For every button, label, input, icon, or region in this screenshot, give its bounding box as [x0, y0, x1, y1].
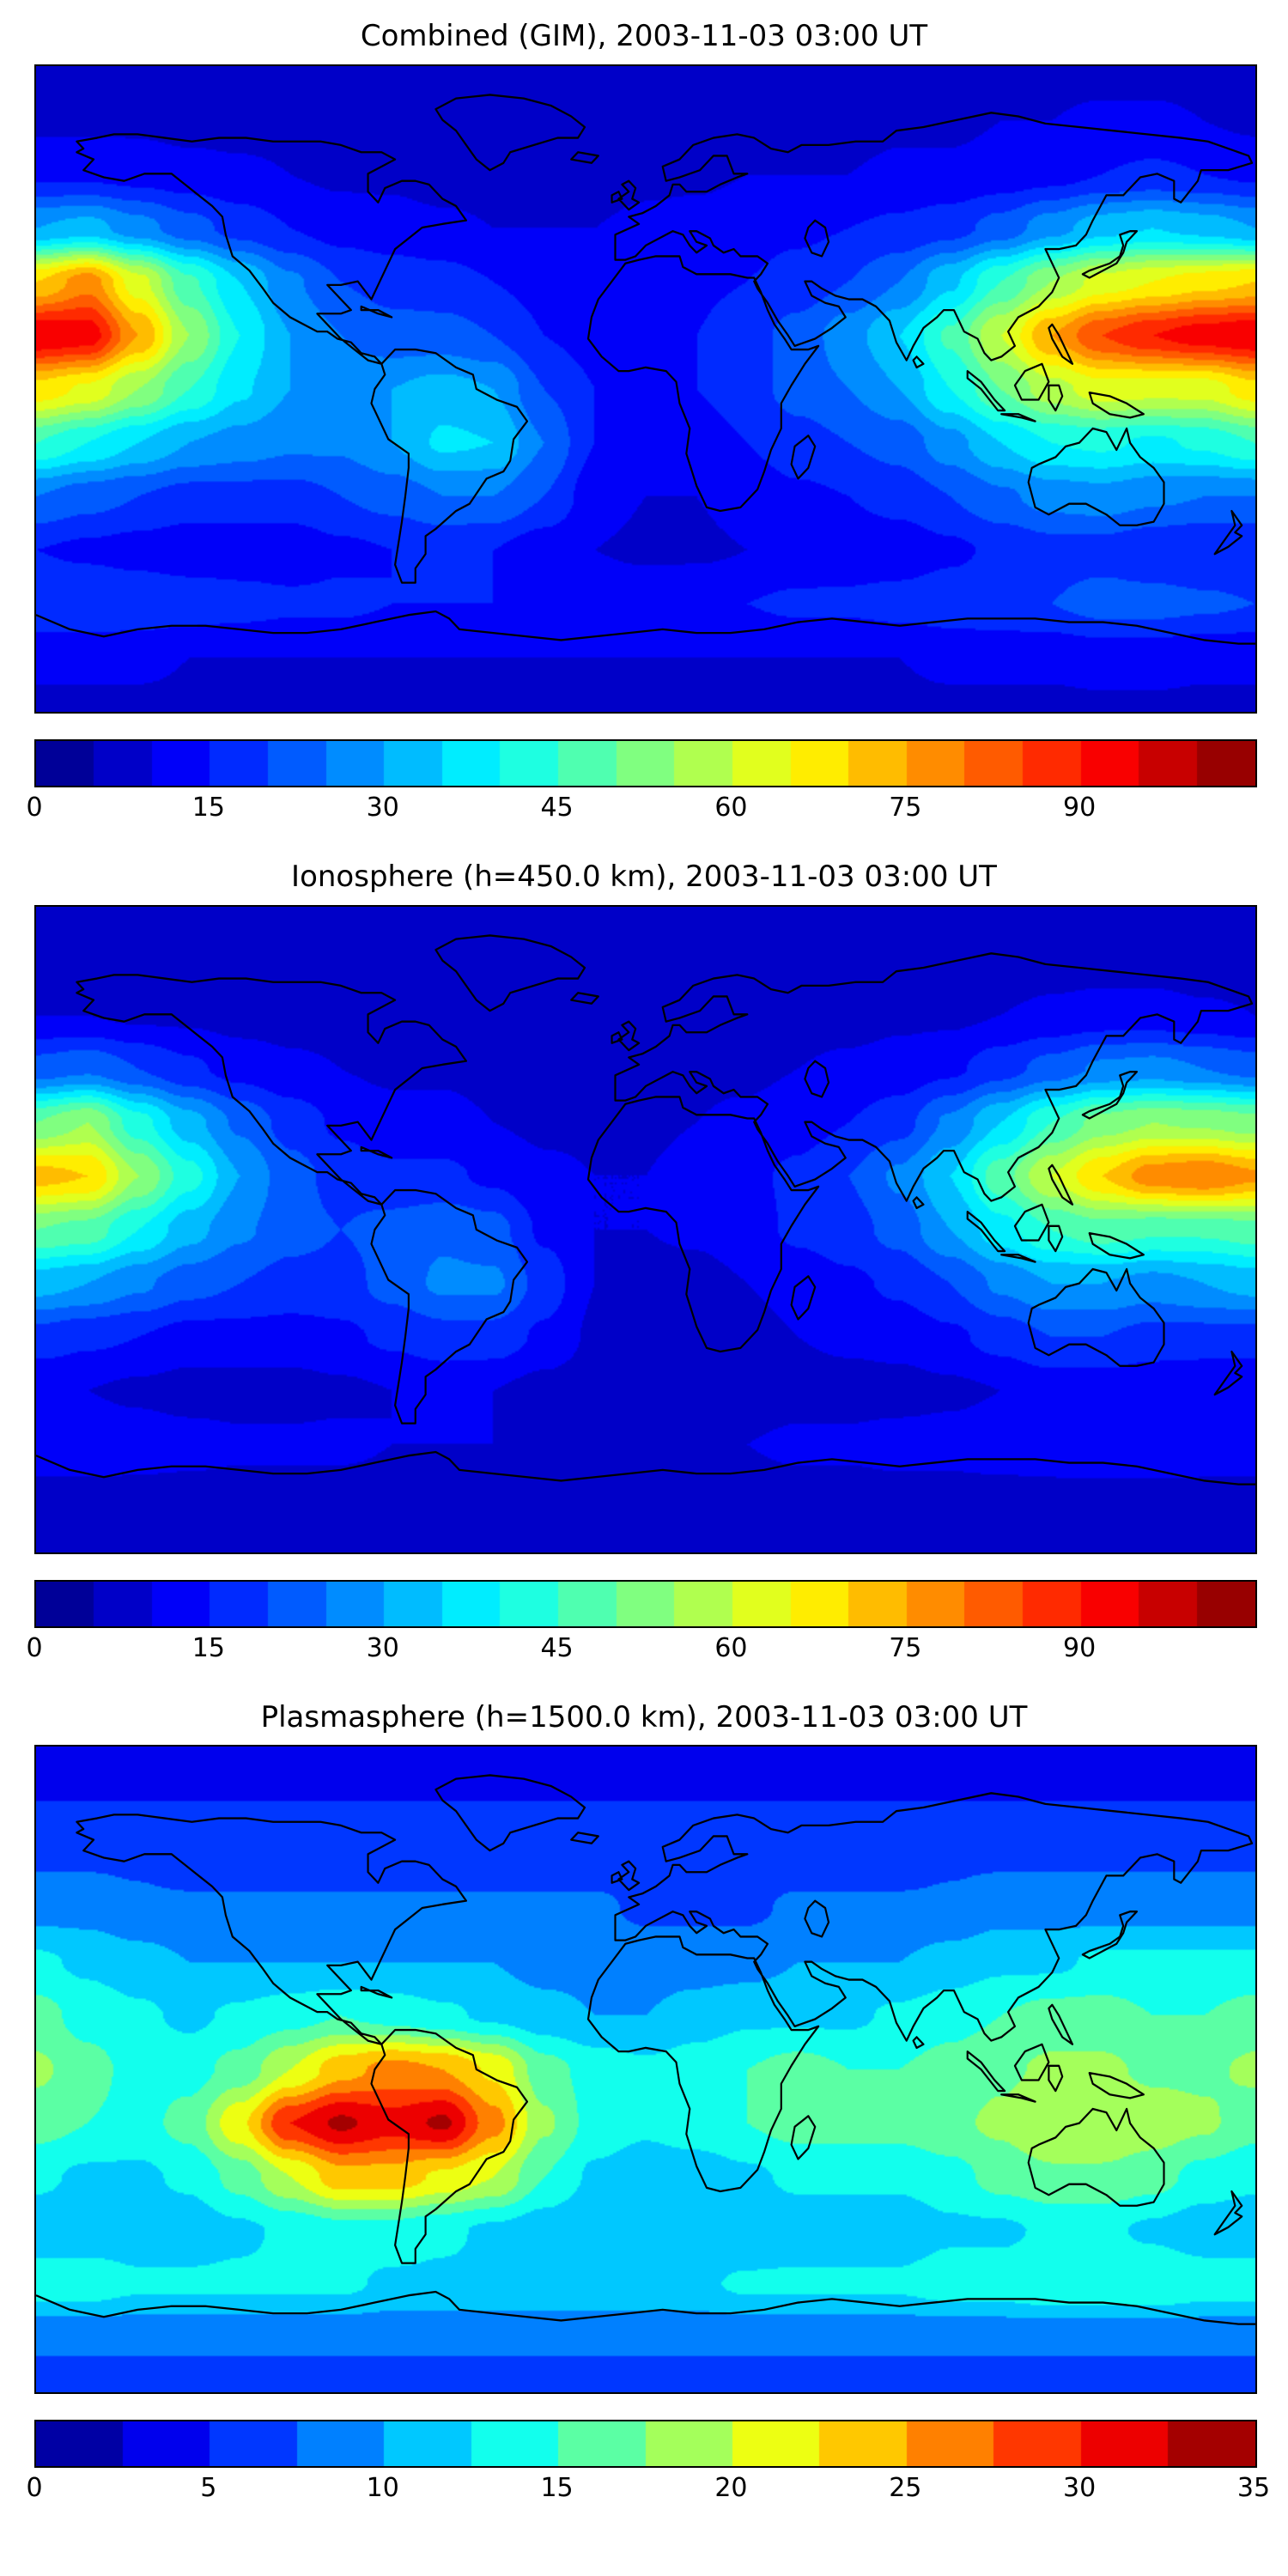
colorbar [36, 1581, 1255, 1626]
tec-maps-figure: Combined (GIM), 2003-11-03 03:00 UT 0 15 3… [0, 19, 1288, 2510]
colorbar-tick-label: 60 [714, 1632, 748, 1663]
colorbar-tick-label: 0 [26, 2473, 43, 2504]
panel-plasmasphere: Plasmasphere (h=1500.0 km), 2003-11-03 0… [0, 1700, 1288, 2510]
world-map-frame [34, 64, 1257, 714]
tec-heatmap-canvas [36, 65, 1255, 712]
colorbar-tick-row: 0 15 30 45 60 75 90 [26, 787, 1254, 829]
panel-ionosphere: Ionosphere (h=450.0 km), 2003-11-03 03:0… [0, 860, 1288, 1669]
colorbar-tick-label: 15 [540, 2473, 574, 2504]
panel-title: Plasmasphere (h=1500.0 km), 2003-11-03 0… [260, 1699, 1028, 1735]
colorbar-tick-label: 45 [540, 792, 574, 823]
world-map-frame [34, 1745, 1257, 2395]
colorbar-tick-row: 0 5 10 15 20 25 30 35 [26, 2468, 1270, 2509]
colorbar-tick-label: 25 [889, 2473, 922, 2504]
colorbar-tick-label: 75 [889, 1632, 922, 1663]
colorbar-tick-label: 90 [1063, 792, 1097, 823]
colorbar-frame [34, 738, 1257, 787]
colorbar-tick-label: 45 [540, 1632, 574, 1663]
panel-title: Combined (GIM), 2003-11-03 03:00 UT [360, 19, 928, 53]
colorbar-tick-label: 5 [200, 2473, 217, 2504]
colorbar-tick-label: 30 [366, 792, 399, 823]
colorbar-frame [34, 1579, 1257, 1628]
colorbar-tick-label: 30 [366, 1632, 399, 1663]
colorbar [36, 740, 1255, 786]
colorbar-tick-label: 60 [714, 792, 748, 823]
colorbar-tick-label: 35 [1236, 2473, 1271, 2504]
panel-combined-gim: Combined (GIM), 2003-11-03 03:00 UT 0 15 3… [0, 19, 1288, 829]
tec-heatmap-canvas [36, 1747, 1255, 2393]
colorbar-tick-label: 90 [1063, 1632, 1097, 1663]
colorbar-tick-label: 0 [26, 1632, 43, 1663]
colorbar-tick-label: 0 [26, 792, 43, 823]
colorbar-tick-label: 30 [1063, 2473, 1097, 2504]
colorbar-tick-label: 15 [191, 1632, 225, 1663]
colorbar-tick-label: 15 [191, 792, 225, 823]
colorbar-tick-label: 10 [366, 2473, 399, 2504]
colorbar-tick-row: 0 15 30 45 60 75 90 [26, 1628, 1254, 1669]
colorbar-tick-label: 20 [714, 2473, 748, 2504]
colorbar [36, 2421, 1255, 2467]
tec-heatmap-canvas [36, 906, 1255, 1552]
colorbar-frame [34, 2420, 1257, 2469]
world-map-frame [34, 904, 1257, 1554]
panel-title: Ionosphere (h=450.0 km), 2003-11-03 03:0… [291, 859, 997, 894]
colorbar-tick-label: 75 [889, 792, 922, 823]
